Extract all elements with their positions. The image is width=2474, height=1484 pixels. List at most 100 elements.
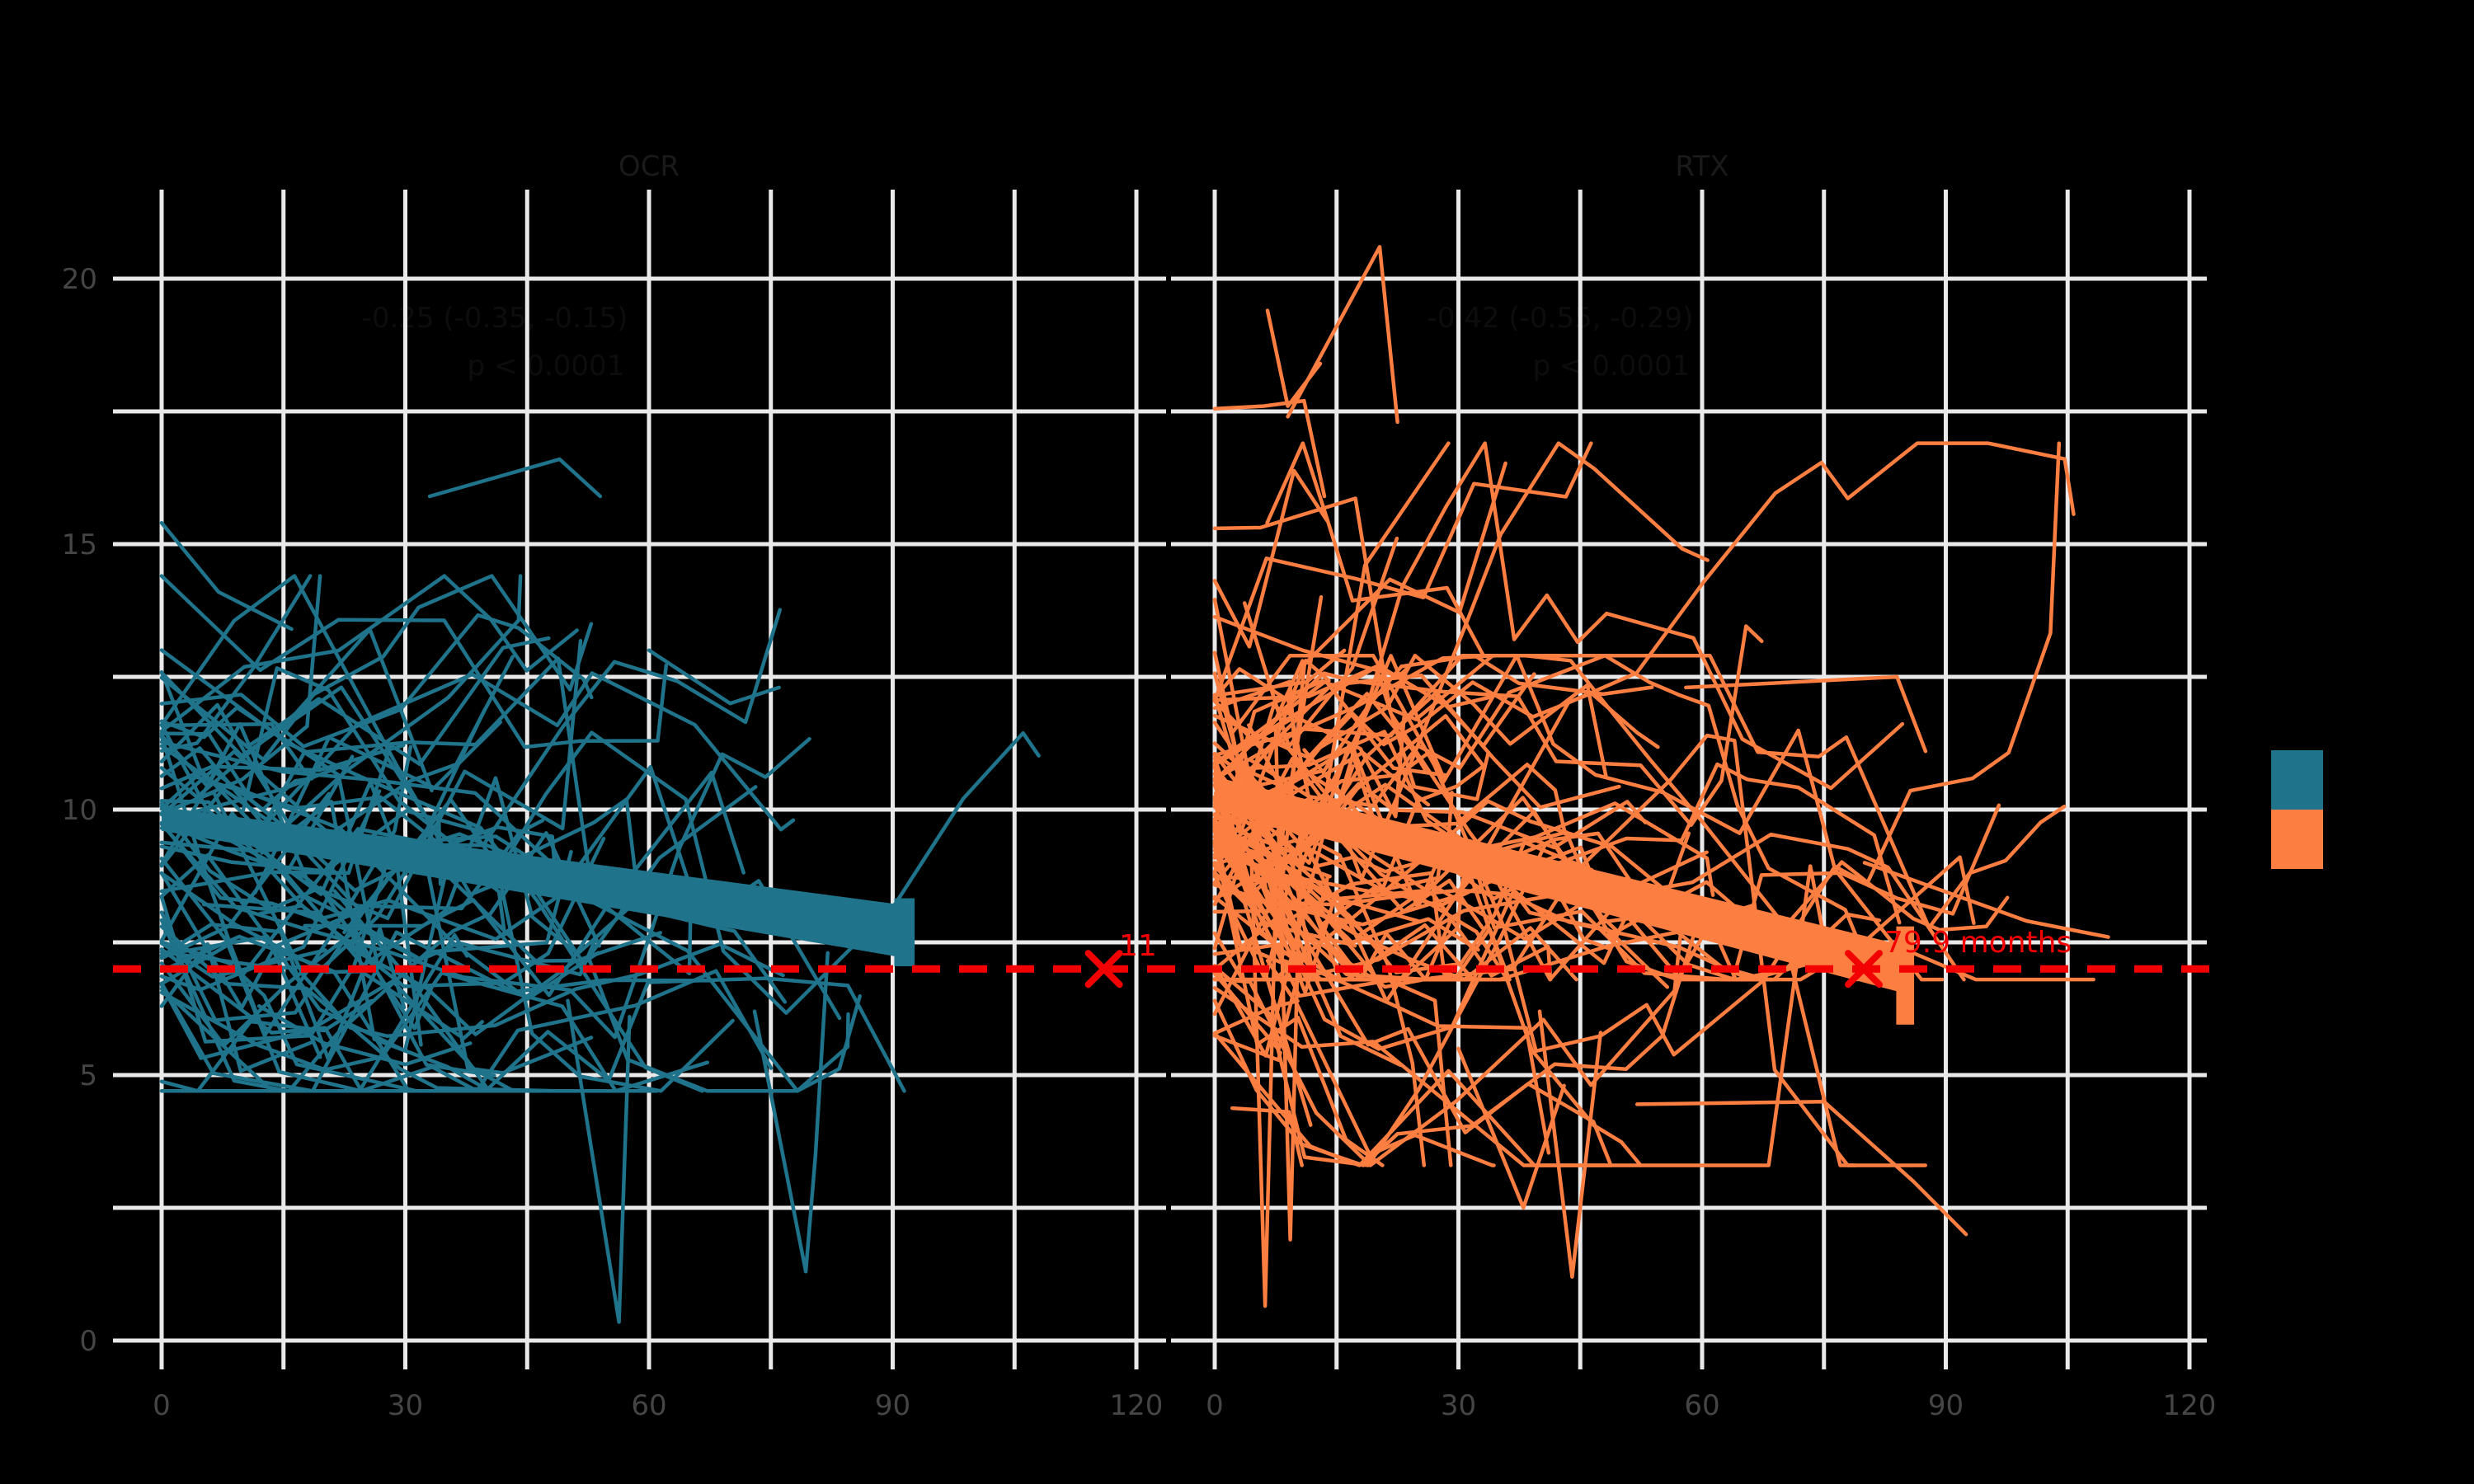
trend-ribbon [162, 806, 914, 960]
legend-key-ocr-swatch [2271, 750, 2323, 810]
trajectory-line [159, 638, 583, 921]
trajectory-line [159, 987, 469, 1093]
trajectory-line [1684, 674, 1928, 754]
x-tick-label: 90 [875, 1389, 910, 1422]
trend-ribbon [1215, 777, 1913, 996]
y-tick-label: 0 [79, 1325, 97, 1358]
trajectory-line [240, 666, 639, 889]
trajectory-line [1212, 942, 1285, 956]
trend-endcap [1896, 926, 1915, 1025]
x-tick-label: 120 [2163, 1389, 2217, 1422]
trajectory-line [159, 871, 484, 1040]
trajectory-line [1212, 845, 1443, 895]
trajectory-line [1212, 614, 1409, 679]
trajectory-line [159, 782, 600, 1002]
trajectory-line [1212, 673, 1621, 810]
trajectory-line [159, 934, 322, 1059]
legend-entry-ocr: OCR [2271, 750, 2397, 810]
trajectory-line [1265, 441, 1486, 658]
panel-rtx [1171, 190, 2207, 1350]
trajectory-line [159, 520, 294, 632]
trajectory-line [1212, 935, 1696, 1167]
y-tick-label: 15 [62, 528, 97, 561]
threshold-cross-label-ocr: 11 [1119, 929, 1157, 963]
trajectory-line [566, 998, 632, 1324]
x-tick-label: 90 [1928, 1389, 1964, 1422]
trajectory-line [1253, 824, 1612, 1165]
trajectory-line [159, 804, 434, 1031]
threshold-cross-mark [1845, 950, 1884, 989]
y-tick-label: 20 [62, 263, 97, 296]
trajectory-line [159, 809, 735, 1093]
trajectory-line [1249, 850, 1279, 1308]
legend-key-rtx-swatch [2271, 810, 2323, 869]
trajectory-line [1212, 782, 1648, 856]
trajectory-line [1212, 1034, 1282, 1062]
trajectory-line [253, 720, 503, 895]
trajectory-line [1212, 864, 1831, 1167]
facet-title-rtx: RTX [1675, 150, 1729, 183]
trajectory-line [1248, 653, 2095, 982]
x-tick-label: 0 [153, 1389, 171, 1422]
trend-endcap [894, 898, 915, 966]
trajectory-line [159, 930, 714, 1093]
trajectory-line [647, 648, 781, 706]
x-tick-label: 120 [1110, 1389, 1164, 1422]
legend: OCR RTX [2271, 750, 2397, 869]
x-tick-label: 30 [1441, 1389, 1476, 1422]
trajectory-line [1212, 653, 1608, 838]
trajectory-line [201, 902, 663, 1036]
trajectory-line [159, 736, 811, 1040]
trajectory-line [1212, 832, 1966, 982]
trajectory-line [159, 574, 579, 734]
stat-annotation-ocr-line2: p < 0.0001 [467, 350, 625, 383]
legend-label-rtx: RTX [2336, 823, 2391, 856]
threshold-cross-label-rtx: 79.9 months [1884, 926, 2072, 960]
legend-label-ocr: OCR [2336, 763, 2398, 796]
trajectory-line [1212, 828, 1551, 1155]
trajectory-line [427, 457, 603, 499]
trajectory-line [1212, 441, 1451, 843]
trajectory-line [159, 744, 413, 1037]
trajectory-line [159, 574, 594, 762]
trajectory-line [1862, 861, 2110, 939]
trajectory-line [159, 924, 659, 1093]
stat-annotation-rtx-line2: p < 0.0001 [1532, 350, 1691, 383]
trajectory-line [1212, 822, 1364, 982]
trajectory-line [1265, 958, 1496, 1167]
x-tick-label: 30 [388, 1389, 423, 1422]
y-tick-label: 10 [62, 794, 97, 827]
trajectory-line [1212, 765, 1578, 982]
trajectory-line [303, 898, 693, 998]
trajectory-line [1212, 398, 1327, 499]
trajectory-line [159, 613, 594, 749]
trajectory-line [1212, 441, 1593, 703]
trajectory-line [1634, 1099, 1968, 1237]
trajectory-line [1212, 841, 1548, 1167]
trajectory-line [1212, 441, 1710, 1058]
trajectory-line [159, 832, 522, 1010]
trajectory-line [332, 889, 906, 1093]
trajectory-line [1212, 441, 2076, 1003]
x-tick-label: 0 [1206, 1389, 1224, 1422]
trajectory-line [256, 1004, 473, 1067]
trajectory-line [159, 574, 322, 816]
trajectory-line [159, 656, 592, 876]
trajectory-line [159, 671, 796, 832]
trajectory-line [159, 979, 526, 1093]
trajectory-line [159, 849, 573, 1093]
trajectory-line [1265, 308, 1323, 408]
trajectory-line [1212, 468, 1329, 649]
threshold-cross-mark [1084, 950, 1123, 989]
facet-title-ocr: OCR [618, 150, 680, 183]
trajectory-line [1212, 441, 2062, 1057]
trajectory-line [1212, 736, 1775, 982]
trajectory-line [1456, 1046, 1566, 1210]
y-tick-label: 5 [79, 1059, 97, 1092]
trajectory-line [1212, 679, 1449, 783]
legend-entry-rtx: RTX [2271, 810, 2397, 869]
trajectory-line [1230, 1106, 1304, 1167]
trajectory-line [159, 574, 523, 843]
